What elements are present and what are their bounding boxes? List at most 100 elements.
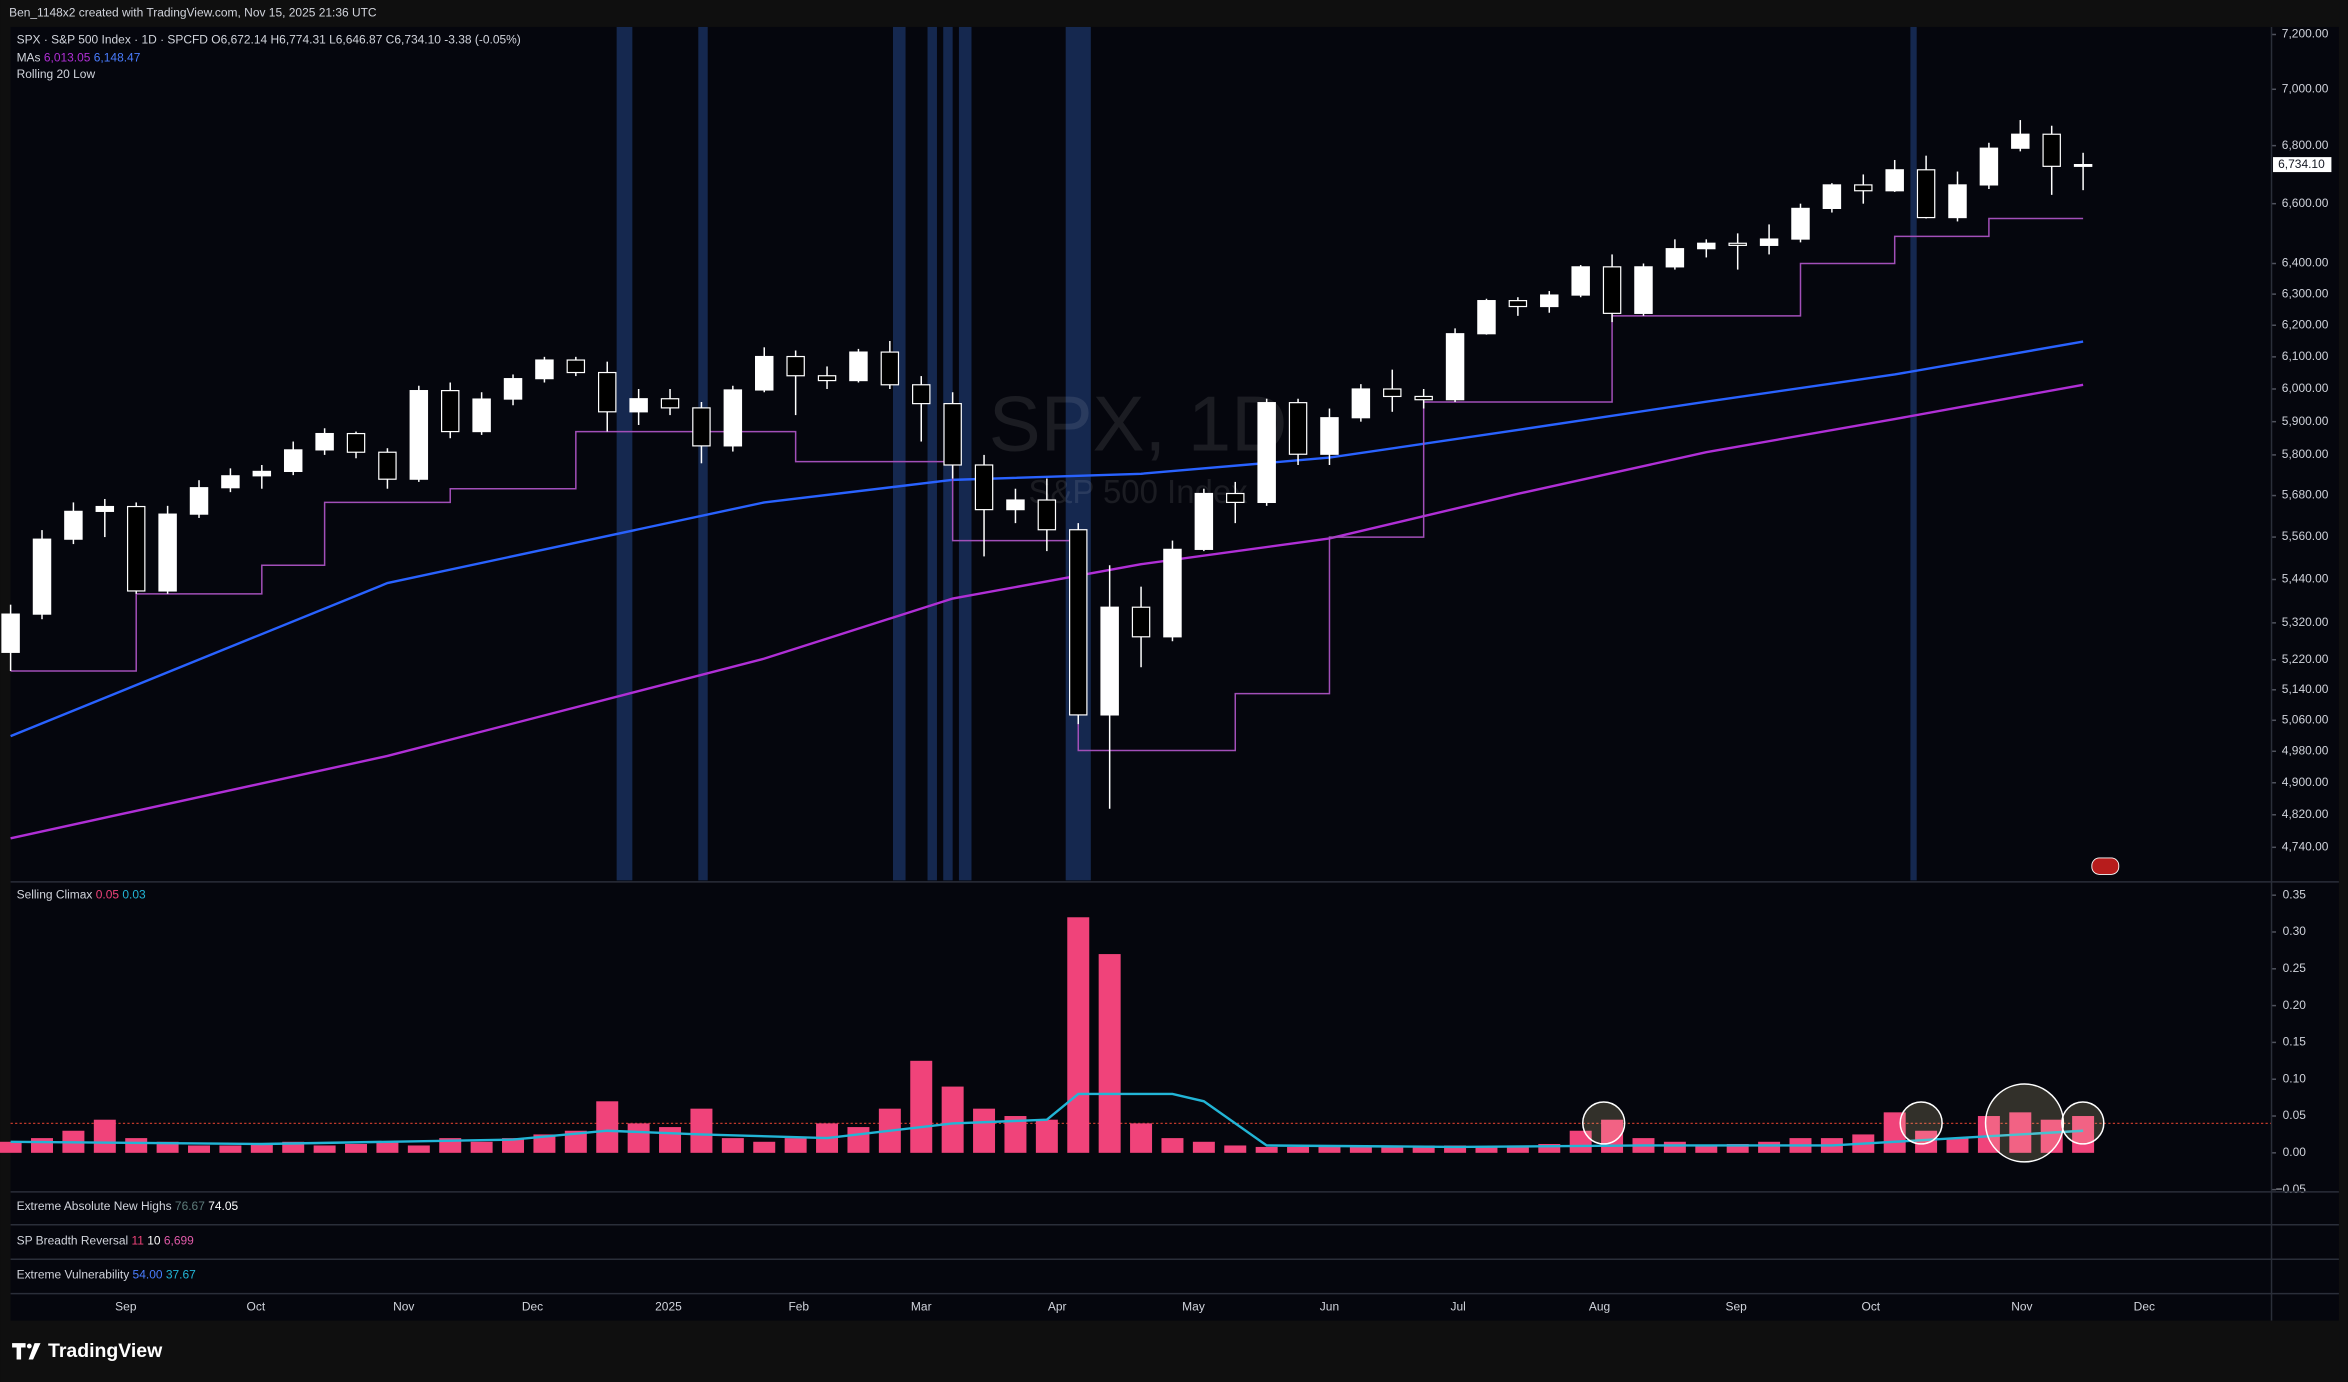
candle-body: [1351, 388, 1371, 419]
signal-line: [10, 1092, 2084, 1149]
y-tick-label: 5,060.00: [2282, 712, 2329, 726]
candle-body: [1916, 169, 1936, 219]
highlight-circle: [1582, 1101, 1626, 1145]
bar: [564, 1130, 587, 1153]
brand-logo[interactable]: TradingView: [12, 1340, 163, 1362]
y-tick-label: 7,200.00: [2282, 27, 2329, 41]
candle-body: [1540, 294, 1559, 308]
x-tick-label: Sep: [1725, 1299, 1747, 1313]
y-tick-label: 6,600.00: [2282, 196, 2329, 210]
candle-body: [912, 384, 931, 405]
x-tick-label: Aug: [1589, 1299, 1610, 1313]
candle-body: [943, 403, 962, 466]
x-tick-label: Feb: [788, 1299, 809, 1313]
candle-body: [409, 390, 429, 480]
indicator-value: 11: [131, 1233, 144, 1247]
legend-close: 6,734.10: [394, 33, 441, 47]
vulnerability-legend: Extreme Vulnerability 54.00 37.67: [17, 1268, 197, 1282]
highlight-band: [698, 26, 708, 881]
bar: [1726, 1143, 1749, 1153]
candle-body: [1477, 300, 1496, 335]
bar: [1977, 1116, 2000, 1153]
indicator-value: 76.67: [175, 1199, 205, 1213]
candle-body: [1037, 499, 1057, 531]
y-tick-label: 5,680.00: [2282, 488, 2329, 502]
bar: [910, 1060, 933, 1153]
candle-body: [723, 389, 743, 447]
y-tick-label: 4,820.00: [2282, 807, 2329, 821]
candle-body: [817, 375, 837, 382]
credit: Ben_1148x2 created with TradingView.com,…: [9, 6, 377, 20]
bar: [627, 1123, 650, 1153]
indicator-value: 54.00: [133, 1268, 163, 1282]
bar: [1255, 1146, 1278, 1153]
candle-body: [283, 449, 303, 473]
y-tick-label: 5,220.00: [2282, 652, 2329, 666]
y-tick-label: 0.35: [2283, 887, 2307, 901]
bar: [125, 1138, 148, 1153]
last-price-label: 6,734.10: [2278, 157, 2325, 171]
candle-body: [1226, 492, 1245, 504]
y-tick-label: 7,000.00: [2282, 81, 2329, 95]
candle-body: [566, 359, 586, 374]
candle-body: [221, 475, 240, 489]
y-tick-label: 4,980.00: [2282, 743, 2329, 757]
indicator-value: 74.05: [208, 1199, 238, 1213]
y-tick-label: 5,560.00: [2282, 529, 2329, 543]
candle-body: [2042, 133, 2061, 167]
x-tick-label: Nov: [393, 1299, 414, 1313]
candle-body: [660, 398, 680, 409]
bar: [1130, 1123, 1153, 1153]
indicator-line: [10, 383, 2084, 840]
bar: [282, 1141, 305, 1153]
event-flag[interactable]: [2091, 857, 2120, 875]
bar: [219, 1145, 242, 1153]
candle-body: [1508, 300, 1528, 308]
y-tick-label: 6,800.00: [2282, 138, 2329, 152]
x-tick-label: Sep: [115, 1299, 137, 1313]
watermark-title: SPX, 1D: [989, 381, 1288, 467]
bar: [973, 1108, 996, 1153]
candle-body: [315, 432, 334, 451]
y-tick-label: 6,000.00: [2282, 381, 2329, 395]
candle-body: [378, 451, 397, 480]
candle-body: [880, 351, 900, 386]
highlight-band: [892, 26, 906, 881]
candle-body: [1822, 184, 1842, 209]
y-tick-label: 0.25: [2283, 961, 2307, 975]
highlight-band: [958, 26, 972, 881]
candle-body: [1602, 266, 1622, 314]
y-tick-label: −0.05: [2276, 1182, 2307, 1196]
candle-body: [786, 355, 805, 377]
highlight-band: [927, 26, 937, 881]
breadth-legend: SP Breadth Reversal 11 10 6,699: [17, 1233, 195, 1247]
legend-change: -3.38 (-0.05%): [444, 33, 521, 47]
legend-l: L: [329, 33, 336, 47]
bar: [2009, 1112, 2032, 1153]
legend-h: H: [271, 33, 280, 47]
bar: [313, 1145, 336, 1153]
x-tick-label: May: [1182, 1299, 1205, 1313]
bar: [1224, 1145, 1247, 1153]
y-tick-label: 6,200.00: [2282, 317, 2329, 331]
x-tick-label: Oct: [247, 1299, 266, 1313]
candle-body: [1194, 492, 1214, 550]
x-tick-label: Nov: [2011, 1299, 2032, 1313]
legend-open: 6,672.14: [221, 33, 268, 47]
bar: [31, 1138, 53, 1153]
annotation-circles: [1582, 1083, 2105, 1163]
candle-body: [32, 538, 52, 615]
bar: [1004, 1116, 1027, 1153]
logo-dot: [26, 1343, 32, 1349]
candle-body: [1288, 402, 1308, 455]
candle-body: [849, 351, 868, 382]
bar: [93, 1119, 116, 1153]
data-layer: 7,200.00 7,000.00 6,800.00 6,600.00 6,400.00…: [0, 27, 2332, 1313]
bar: [1915, 1130, 1938, 1153]
indicator-value: 6,699: [164, 1233, 194, 1247]
y-tick-label: 0.05: [2283, 1108, 2307, 1122]
candle-body: [1100, 606, 1119, 716]
bar: [1569, 1130, 1592, 1153]
